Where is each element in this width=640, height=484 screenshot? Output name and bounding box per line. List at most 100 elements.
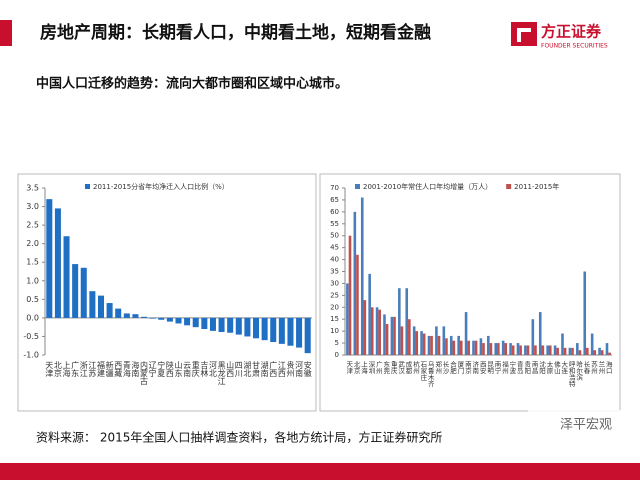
logo-glyph (517, 28, 531, 42)
x-tick-label: 山西 (226, 360, 235, 378)
x-tick-label: 西藏 (114, 361, 123, 378)
x-tick-label: 郑州 (434, 361, 442, 375)
bar (106, 303, 113, 318)
x-tick-label: 云南 (183, 361, 192, 377)
bar (72, 264, 79, 318)
y-tick-label: 55 (330, 220, 339, 228)
bar (534, 345, 537, 355)
x-tick-label: 兰州 (597, 360, 605, 375)
y-tick-label: 0.0 (26, 313, 39, 322)
bar (356, 254, 359, 355)
bar (509, 343, 512, 355)
bar (192, 317, 199, 328)
x-tick-label: 吉林 (200, 361, 209, 378)
x-tick-label: 湖北 (243, 361, 252, 378)
x-tick-label: 江苏 (88, 361, 97, 378)
bar (378, 309, 381, 355)
y-tick-label: 60 (330, 208, 339, 216)
x-tick-label: 武汉 (397, 360, 405, 376)
bar (287, 317, 294, 346)
bar (201, 317, 208, 330)
bar (504, 343, 508, 355)
x-tick-label: 南京 (463, 360, 471, 376)
bar (398, 288, 401, 355)
bar (80, 267, 87, 318)
x-tick-label: 深圳 (367, 360, 375, 376)
y-tick-label: 3.0 (26, 202, 39, 211)
x-tick-label: 重庆 (191, 360, 200, 378)
y-tick-label: 20 (330, 303, 339, 311)
bar (408, 319, 411, 355)
bar (368, 273, 371, 355)
bar (605, 343, 609, 355)
bar (467, 340, 470, 355)
bar (437, 335, 441, 355)
bar (598, 347, 601, 355)
bar (385, 323, 389, 355)
bar (489, 343, 493, 355)
watermark-bg (528, 410, 624, 438)
y-tick-label: 30 (330, 279, 339, 287)
title-marker (0, 20, 12, 46)
legend-swatch (355, 184, 360, 189)
legend-swatch (85, 184, 90, 189)
bar (600, 350, 604, 355)
bar (576, 343, 579, 355)
bar (526, 345, 530, 355)
y-tick-label: 5 (335, 339, 339, 347)
x-tick-label: 甘肃 (252, 360, 261, 378)
bar (459, 340, 463, 355)
y-tick-label: 0 (335, 351, 339, 359)
x-tick-label: 呼和浩特 (567, 360, 575, 388)
bar (474, 340, 478, 355)
x-tick-label: 乌鲁木齐 (426, 360, 434, 389)
bar (593, 350, 597, 355)
bar (46, 199, 53, 318)
bar (141, 316, 148, 318)
y-tick-label: -0.5 (23, 332, 39, 341)
bar (445, 338, 448, 355)
bar (435, 326, 438, 355)
bar (348, 235, 352, 355)
x-tick-label: 贵阳 (523, 360, 531, 376)
bar (464, 312, 468, 355)
bar (449, 335, 453, 355)
x-tick-label: 佛山 (552, 360, 560, 376)
x-tick-label: 济南 (471, 360, 479, 375)
bar (218, 317, 225, 332)
x-tick-label: 石家庄 (419, 361, 427, 382)
x-tick-label: 山东 (174, 360, 183, 377)
bar (97, 295, 104, 318)
y-tick-label: 40 (330, 256, 339, 264)
bar (546, 345, 549, 355)
bar (89, 291, 96, 318)
x-tick-label: 长沙 (441, 360, 449, 375)
bar (400, 326, 404, 355)
bar (375, 307, 379, 355)
bar (370, 307, 374, 355)
x-tick-label: 宁夏 (157, 360, 166, 377)
bar (149, 317, 156, 319)
x-tick-label: 成都 (404, 360, 412, 376)
bar (497, 343, 500, 355)
x-tick-label: 哈尔滨 (575, 360, 583, 382)
bar (482, 343, 485, 355)
bar (415, 331, 419, 355)
x-tick-label: 西安 (478, 361, 486, 376)
y-tick-label: 35 (330, 268, 339, 276)
x-tick-label: 河北 (208, 360, 217, 378)
bar (553, 345, 557, 355)
logo-text: 方正证券 (541, 23, 602, 41)
bar (54, 208, 61, 318)
bar (123, 313, 130, 318)
bar (494, 343, 498, 355)
y-tick-label: 1.0 (26, 276, 39, 285)
bar (519, 345, 522, 355)
bar (227, 317, 234, 333)
bar (487, 335, 490, 355)
bar (524, 345, 527, 355)
bar (412, 326, 416, 355)
legend-label: 2011-2015年 (514, 182, 559, 191)
bar (363, 300, 367, 355)
bar (253, 317, 260, 339)
